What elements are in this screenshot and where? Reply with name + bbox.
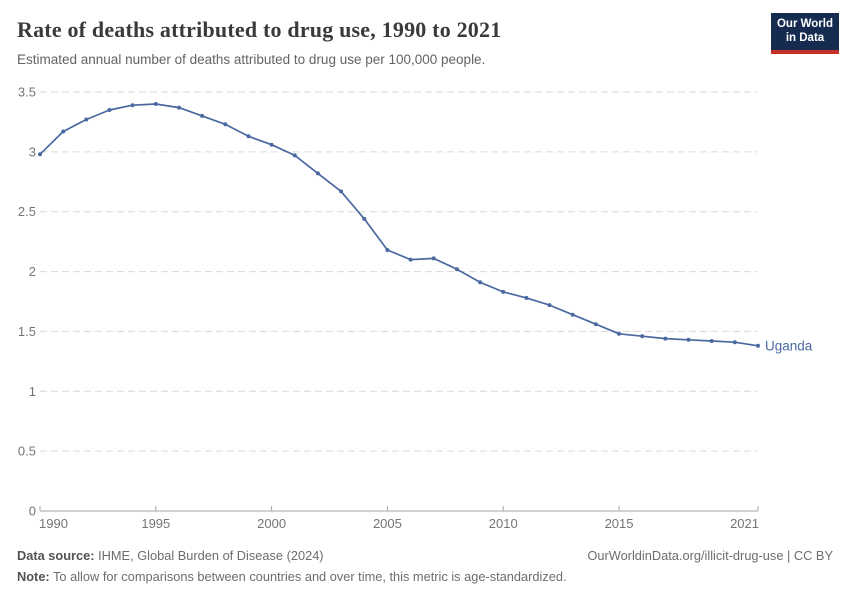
data-point — [177, 105, 181, 110]
y-tick-label: 0.5 — [18, 444, 36, 459]
footer-source-line: Data source: IHME, Global Burden of Dise… — [17, 548, 324, 563]
data-point — [431, 256, 436, 261]
chart-title: Rate of deaths attributed to drug use, 1… — [17, 17, 502, 42]
y-tick-label: 2 — [29, 264, 36, 279]
logo-text-line1: Our World — [776, 18, 833, 30]
y-tick-label: 1 — [29, 384, 36, 399]
y-tick-label: 2.5 — [18, 204, 36, 219]
data-point — [756, 343, 760, 348]
data-point — [153, 102, 158, 106]
logo-text-line2: in Data — [785, 31, 825, 44]
owid-logo: Our World in Data — [771, 13, 839, 54]
note-value: To allow for comparisons between countri… — [53, 569, 567, 584]
x-tick-label: 1995 — [141, 516, 170, 531]
note-label: Note: — [17, 569, 50, 584]
logo-red-strip — [771, 50, 839, 54]
data-point — [385, 248, 390, 252]
data-point — [200, 113, 205, 118]
y-tick-label: 0 — [29, 504, 36, 519]
x-tick-label: 2005 — [373, 516, 402, 531]
data-point — [269, 142, 274, 147]
data-point — [640, 334, 645, 339]
credit-link[interactable]: OurWorldinData.org/illicit-drug-use | CC… — [587, 548, 833, 563]
x-tick-label: 2000 — [257, 516, 286, 531]
data-point — [663, 336, 668, 341]
data-point — [686, 337, 691, 342]
data-point — [570, 312, 575, 317]
data-point — [454, 267, 459, 272]
data-point — [593, 322, 598, 327]
x-tick-label: 2015 — [605, 516, 634, 531]
data-point — [524, 295, 529, 300]
y-tick-label: 3.5 — [18, 85, 36, 100]
data-point — [315, 171, 320, 176]
data-point — [362, 216, 367, 221]
source-value: IHME, Global Burden of Disease (2024) — [98, 548, 324, 563]
data-point — [246, 134, 251, 139]
data-point — [61, 129, 66, 134]
owid-logo-box: Our World in Data — [771, 13, 839, 50]
x-tick-label: 2021 — [730, 516, 759, 531]
data-point — [408, 257, 413, 262]
x-tick-label: 2010 — [489, 516, 518, 531]
data-point — [709, 339, 714, 343]
uganda-line-series — [39, 103, 759, 347]
data-point — [38, 152, 42, 157]
x-tick-label: 1990 — [39, 516, 68, 531]
data-point — [107, 108, 112, 112]
data-point — [130, 103, 135, 108]
y-tick-label: 3 — [29, 144, 36, 159]
footer-note-line: Note: To allow for comparisons between c… — [17, 569, 567, 584]
data-point — [547, 303, 552, 308]
data-point — [501, 289, 506, 294]
y-tick-label: 1.5 — [18, 324, 36, 339]
chart-subtitle: Estimated annual number of deaths attrib… — [17, 52, 486, 67]
data-point — [84, 117, 89, 122]
data-point — [223, 122, 228, 127]
data-point — [339, 189, 344, 194]
data-point — [617, 331, 621, 336]
entity-label: Uganda — [765, 338, 813, 353]
data-point — [732, 340, 737, 345]
data-point — [292, 153, 297, 158]
data-point — [478, 280, 483, 285]
source-label: Data source: — [17, 548, 95, 563]
